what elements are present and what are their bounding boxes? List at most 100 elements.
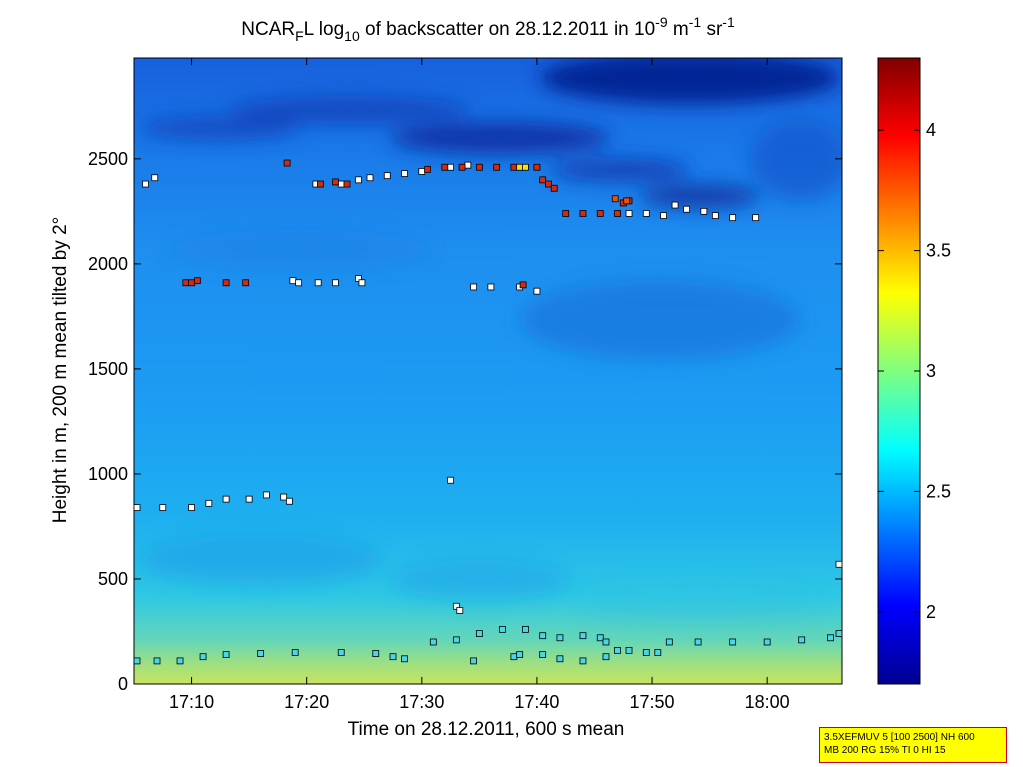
data-marker xyxy=(401,170,408,177)
data-marker xyxy=(579,210,587,217)
processing-info-box: 3.5XEFMUV 5 [100 2500] NH 600 MB 200 RG … xyxy=(819,727,1007,763)
data-marker xyxy=(286,497,293,505)
data-marker xyxy=(314,279,322,287)
data-marker xyxy=(556,634,564,642)
data-marker xyxy=(199,653,207,661)
data-marker xyxy=(602,638,610,646)
x-tick-label: 17:30 xyxy=(399,692,444,712)
data-marker xyxy=(188,504,195,511)
data-marker xyxy=(752,214,760,222)
data-marker xyxy=(355,275,362,282)
data-marker xyxy=(205,499,213,507)
data-marker xyxy=(389,653,397,661)
data-marker xyxy=(418,168,426,175)
y-tick-label: 2500 xyxy=(88,149,128,169)
data-marker xyxy=(827,634,834,642)
colorbar-tick-label: 2.5 xyxy=(926,481,951,501)
data-marker xyxy=(596,210,604,217)
colorbar-tick-label: 2 xyxy=(926,602,936,622)
data-marker xyxy=(562,210,570,217)
info-line-2: MB 200 RG 15% TI 0 HI 15 xyxy=(824,745,946,756)
data-markers xyxy=(133,159,843,665)
data-marker xyxy=(510,653,518,661)
data-marker xyxy=(579,657,587,665)
data-marker xyxy=(522,625,529,633)
data-marker xyxy=(539,632,547,640)
data-marker xyxy=(337,180,345,188)
colorbar-ticks: 2 2.5 3 3.5 4 xyxy=(878,120,951,622)
data-marker xyxy=(332,178,339,186)
x-tick-label: 17:10 xyxy=(169,692,214,712)
backscatter-field xyxy=(134,58,842,684)
data-marker xyxy=(262,491,270,499)
data-marker xyxy=(332,279,339,287)
x-tick-label: 17:50 xyxy=(630,692,675,712)
data-marker xyxy=(625,646,633,654)
colorbar-tick-label: 3.5 xyxy=(926,241,951,261)
data-marker xyxy=(401,655,408,663)
data-marker xyxy=(289,277,297,285)
data-marker xyxy=(176,657,184,665)
info-line-1: 3.5XEFMUV 5 [100 2500] NH 600 xyxy=(824,732,975,743)
data-marker xyxy=(729,638,737,646)
axis-ticks: 17:10 17:20 17:30 17:40 17:50 18:00 0 500 1000 15… xyxy=(88,58,842,712)
data-marker xyxy=(654,649,662,656)
data-marker xyxy=(452,602,460,610)
data-marker xyxy=(245,495,253,503)
data-marker xyxy=(729,214,737,222)
data-marker xyxy=(510,163,518,171)
data-marker xyxy=(358,279,366,287)
colorbar xyxy=(877,57,921,685)
data-marker xyxy=(545,180,552,188)
data-marker xyxy=(493,163,501,171)
data-marker xyxy=(475,163,483,171)
data-marker xyxy=(159,504,167,511)
data-marker xyxy=(596,634,604,642)
data-marker xyxy=(665,638,673,646)
data-marker xyxy=(614,210,621,217)
data-marker xyxy=(835,630,843,637)
data-marker xyxy=(283,159,291,167)
data-marker xyxy=(539,176,547,184)
data-marker xyxy=(516,651,524,658)
y-tick-label: 1000 xyxy=(88,464,128,484)
data-marker xyxy=(337,649,345,656)
data-marker xyxy=(671,201,679,209)
data-marker xyxy=(642,649,650,656)
data-marker xyxy=(153,657,161,665)
data-marker xyxy=(447,476,454,484)
data-marker xyxy=(151,174,159,182)
data-marker xyxy=(424,165,431,173)
data-marker xyxy=(522,163,529,171)
data-marker xyxy=(700,207,708,215)
colorbar-tick-label: 4 xyxy=(926,120,936,140)
data-marker xyxy=(222,279,230,287)
y-tick-label: 1500 xyxy=(88,359,128,379)
data-marker xyxy=(188,279,195,287)
data-marker xyxy=(602,653,610,661)
data-marker xyxy=(291,649,299,656)
data-marker xyxy=(711,212,719,219)
y-tick-label: 500 xyxy=(98,569,128,589)
data-marker xyxy=(516,163,524,171)
data-marker xyxy=(447,163,454,171)
data-marker xyxy=(470,283,478,291)
data-marker xyxy=(280,493,288,501)
data-marker xyxy=(470,657,478,665)
data-marker xyxy=(683,205,690,213)
y-axis-label: Height in m, 200 m mean tilted by 2° xyxy=(50,217,71,523)
data-marker xyxy=(556,655,564,663)
data-marker xyxy=(625,210,633,217)
data-marker xyxy=(383,172,391,180)
data-marker xyxy=(623,197,631,205)
data-marker xyxy=(317,180,324,188)
data-marker xyxy=(452,636,460,644)
data-marker xyxy=(763,638,771,646)
data-marker xyxy=(133,657,141,665)
data-marker xyxy=(579,632,587,640)
data-marker xyxy=(222,495,230,503)
data-marker xyxy=(498,625,506,633)
data-marker xyxy=(133,504,141,511)
data-marker xyxy=(242,279,250,287)
data-marker xyxy=(533,287,541,295)
